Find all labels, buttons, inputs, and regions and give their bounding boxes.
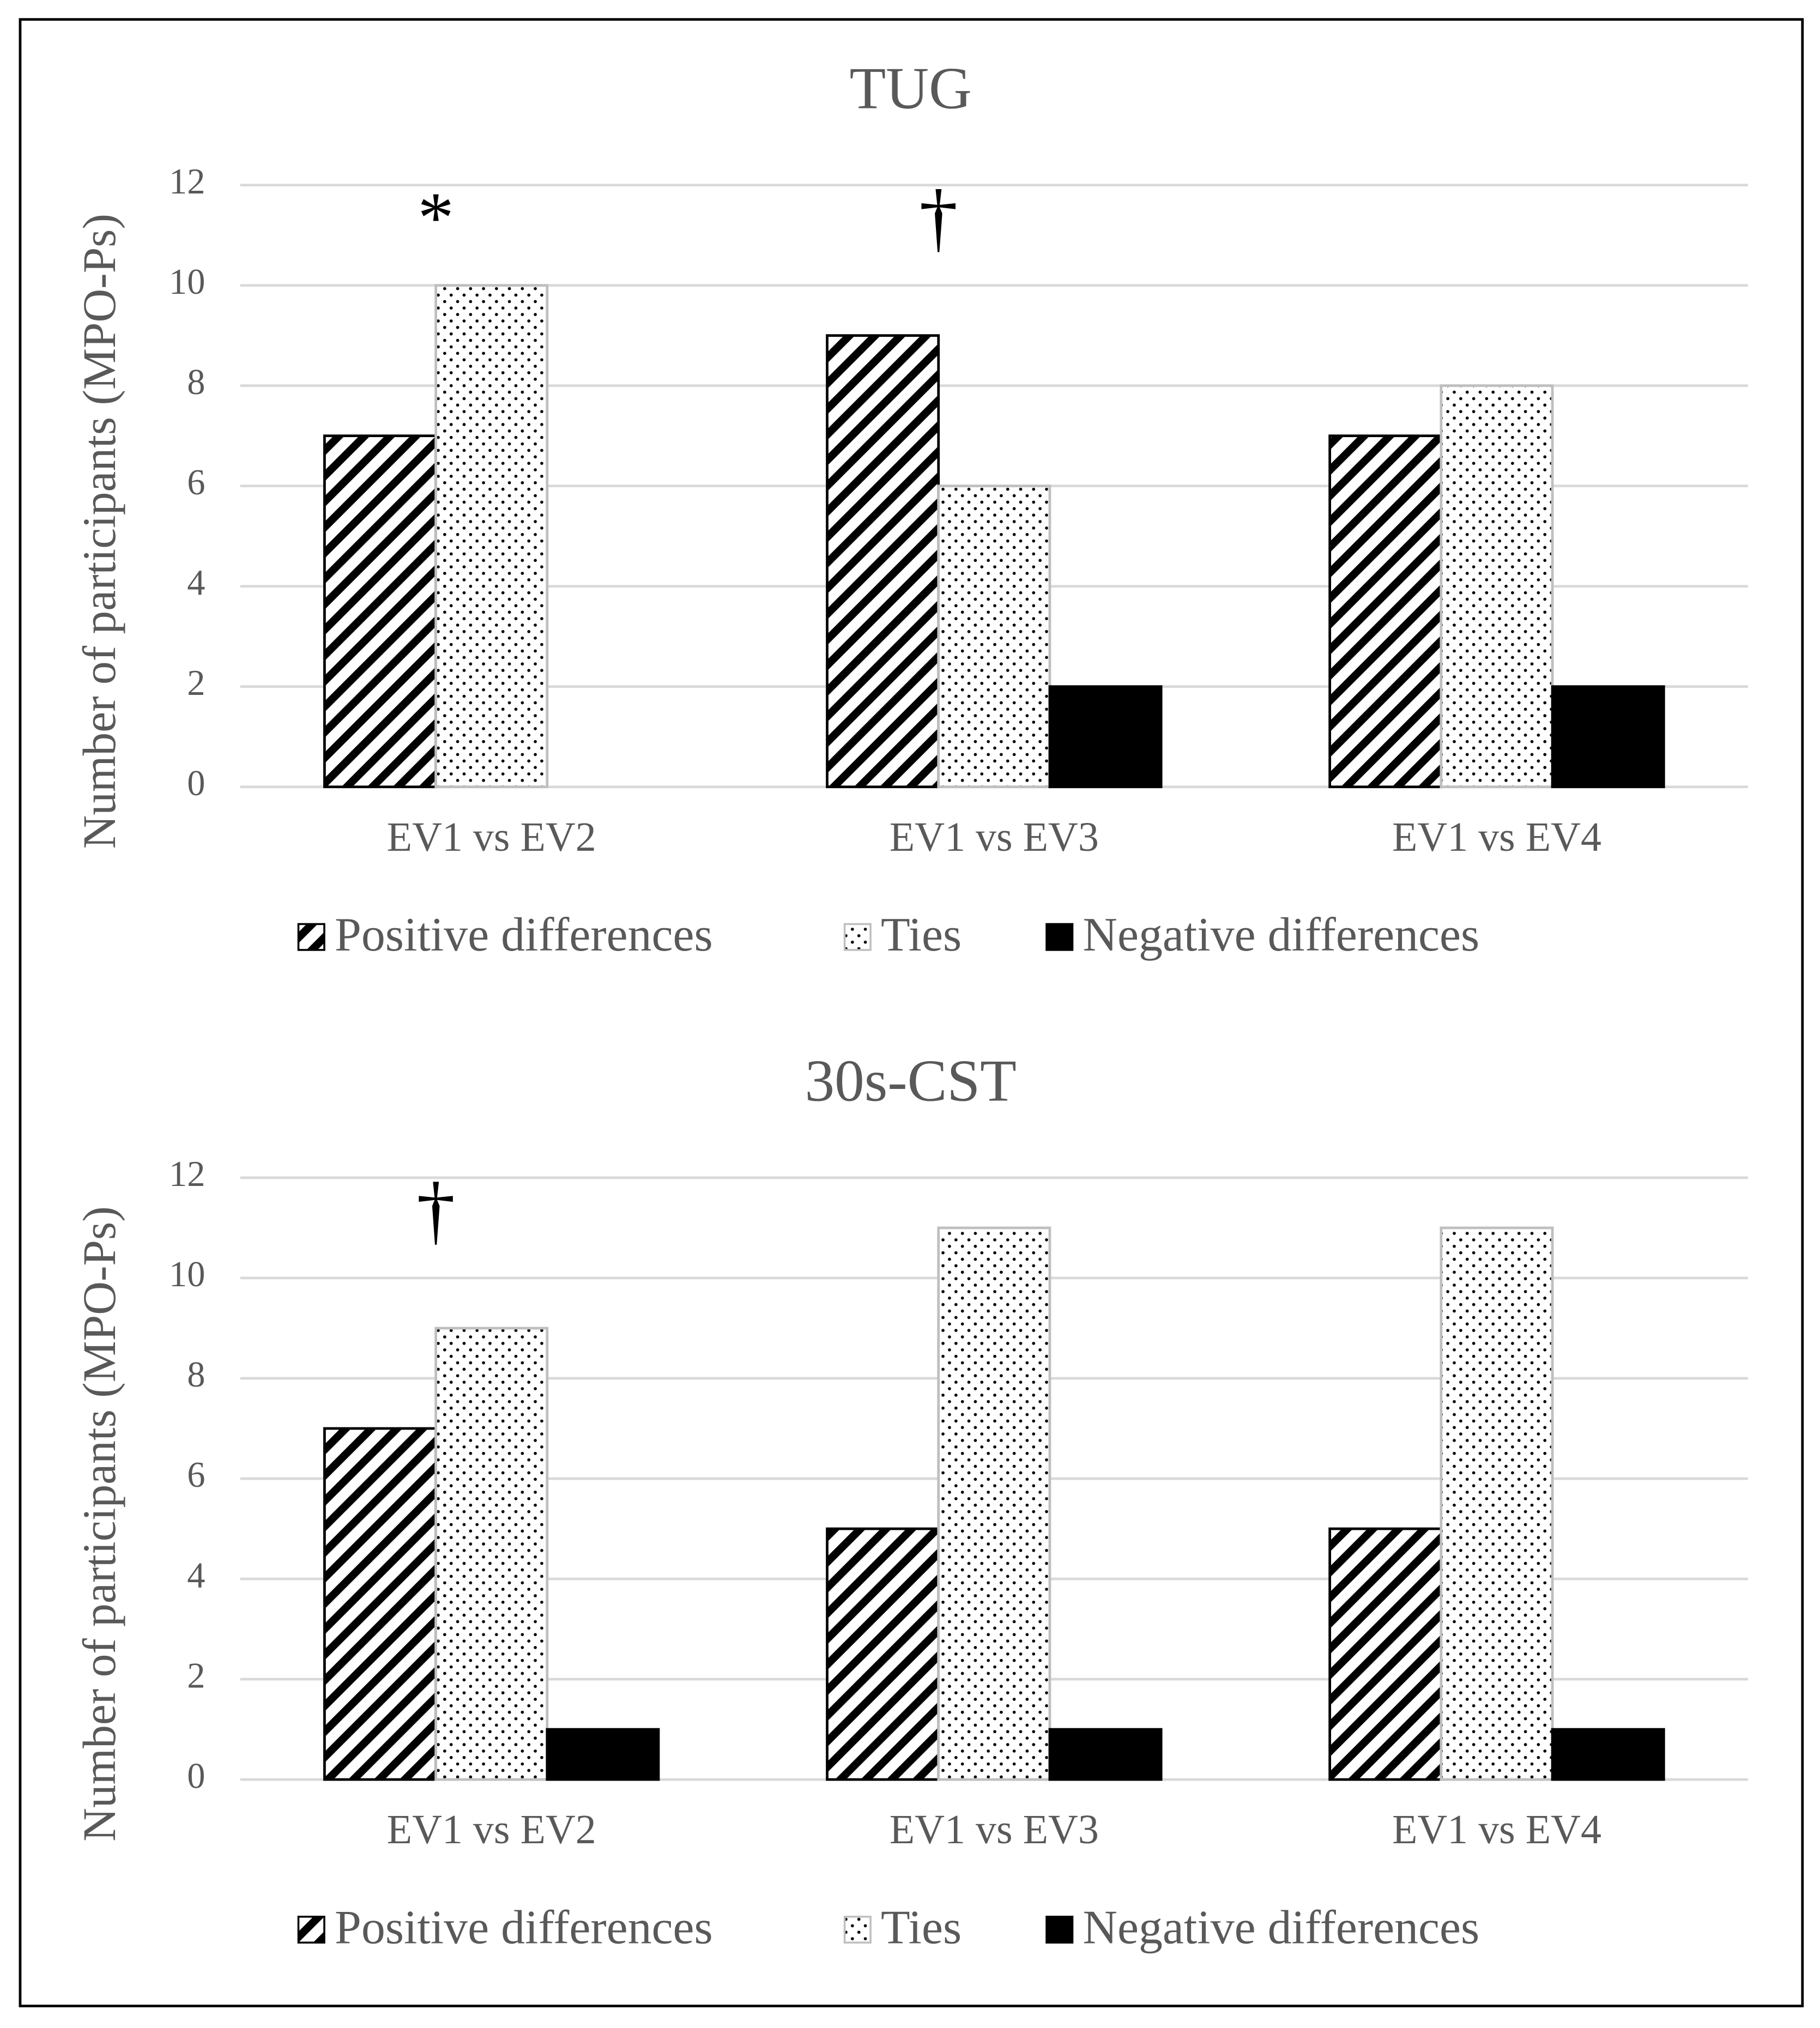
bar xyxy=(1551,685,1665,789)
legend-swatch xyxy=(1045,923,1074,951)
legend-label: Ties xyxy=(881,1901,962,1954)
annotation: * xyxy=(418,178,454,258)
bar xyxy=(1048,1728,1163,1781)
bar xyxy=(1440,1226,1554,1781)
y-tick-label: 8 xyxy=(187,362,205,402)
chart-title: 30s-CST xyxy=(805,1048,1016,1114)
bar xyxy=(1551,1728,1665,1781)
legend-swatch xyxy=(1045,1916,1074,1944)
legend-label: Negative differences xyxy=(1083,1901,1480,1954)
bar xyxy=(323,434,437,789)
y-axis-label: Number of participants (MPO-Ps) xyxy=(74,214,125,849)
y-tick-label: 10 xyxy=(169,262,205,302)
legend-swatch xyxy=(843,1916,872,1944)
bar xyxy=(937,485,1051,789)
y-tick-label: 6 xyxy=(187,463,205,503)
legend-swatch xyxy=(843,923,872,951)
annotation: † xyxy=(919,174,958,260)
y-tick-label: 0 xyxy=(187,1756,205,1796)
bar xyxy=(434,1327,549,1781)
y-tick-label: 2 xyxy=(187,663,205,703)
y-tick-label: 4 xyxy=(187,563,205,603)
bar xyxy=(1328,1527,1443,1781)
x-tick-label: EV1 vs EV3 xyxy=(890,814,1099,860)
legend-label: Positive differences xyxy=(335,909,713,961)
annotation: † xyxy=(416,1166,455,1252)
bar xyxy=(826,334,940,789)
bar xyxy=(546,1728,660,1781)
legend-swatch xyxy=(297,1916,325,1944)
y-tick-label: 2 xyxy=(187,1656,205,1696)
y-tick-label: 6 xyxy=(187,1455,205,1495)
bar xyxy=(1048,685,1163,789)
chart-title: TUG xyxy=(849,55,971,121)
legend-label: Negative differences xyxy=(1083,909,1480,961)
y-tick-label: 12 xyxy=(169,162,205,202)
bar xyxy=(323,1427,437,1781)
x-tick-label: EV1 vs EV2 xyxy=(387,1807,596,1853)
y-tick-label: 4 xyxy=(187,1555,205,1595)
y-tick-label: 12 xyxy=(169,1154,205,1194)
bar xyxy=(1440,384,1554,789)
x-tick-label: EV1 vs EV4 xyxy=(1392,814,1601,860)
bar xyxy=(937,1226,1051,1781)
bar xyxy=(434,284,549,789)
legend-label: Positive differences xyxy=(335,1901,713,1954)
legend-label: Ties xyxy=(881,909,962,961)
legend-swatch xyxy=(297,923,325,951)
x-tick-label: EV1 vs EV4 xyxy=(1392,1807,1601,1853)
y-tick-label: 8 xyxy=(187,1355,205,1395)
y-tick-label: 0 xyxy=(187,764,205,803)
y-axis-label: Number of participants (MPO-Ps) xyxy=(74,1206,125,1842)
y-tick-label: 10 xyxy=(169,1255,205,1294)
bar xyxy=(1328,434,1443,789)
bar xyxy=(826,1527,940,1781)
x-tick-label: EV1 vs EV2 xyxy=(387,814,596,860)
x-tick-label: EV1 vs EV3 xyxy=(890,1807,1099,1853)
